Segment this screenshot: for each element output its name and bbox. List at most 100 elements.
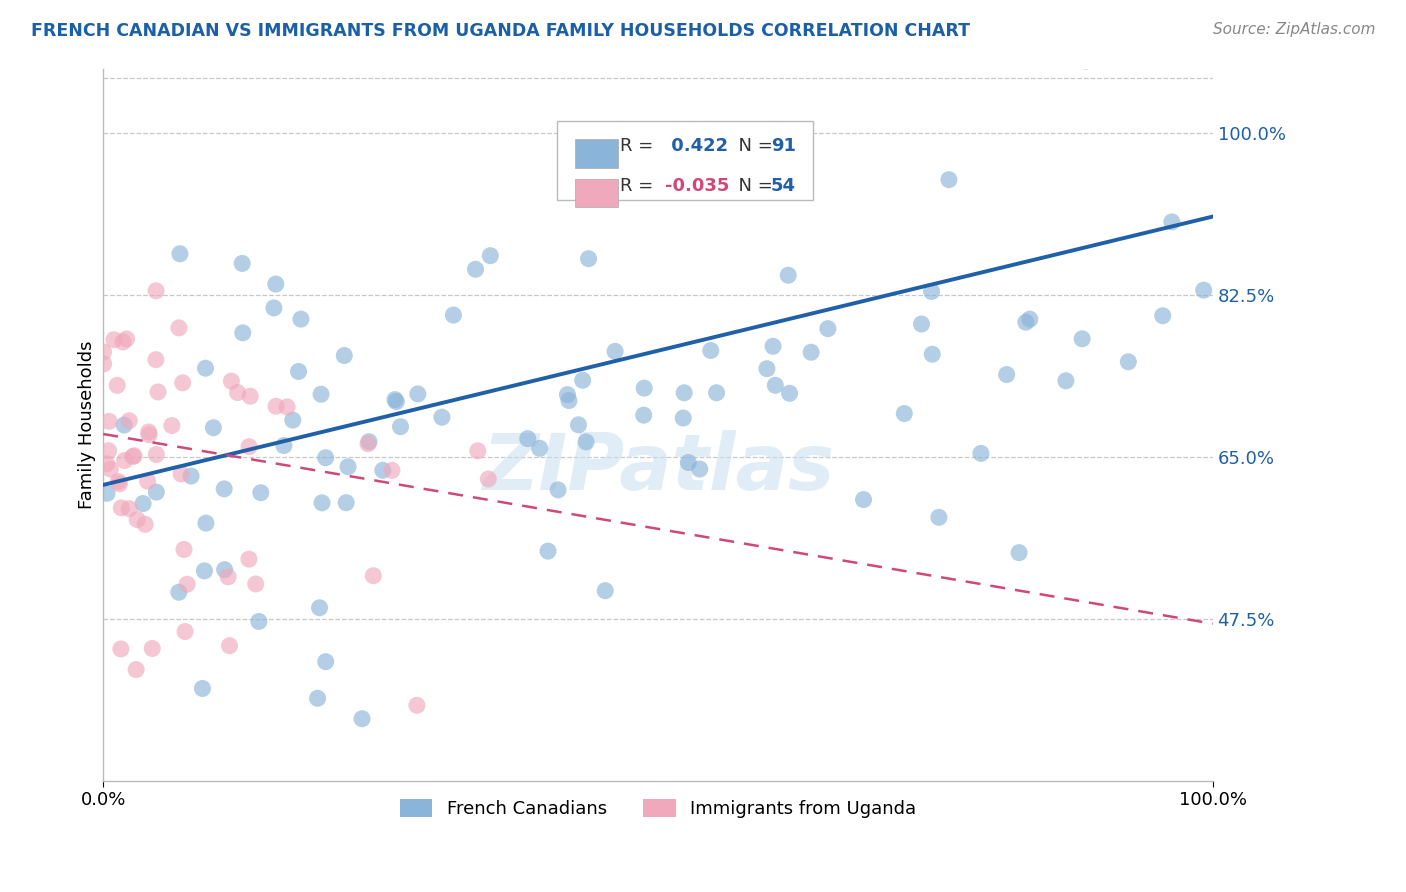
Point [276,400,298,414]
Point [852,492,875,507]
Point [357,434,380,449]
Text: 54: 54 [770,177,796,194]
Point [170,467,193,481]
Point [174,624,197,639]
Point [335,496,357,510]
Point [217,570,239,584]
Point [1074,54,1097,68]
Point [406,698,429,713]
Point [202,420,225,434]
Point [172,376,194,390]
Point [673,385,696,400]
Point [145,448,167,462]
Point [111,334,134,349]
Point [430,410,453,425]
Point [311,496,333,510]
Legend: French Canadians, Immigrants from Uganda: French Canadians, Immigrants from Uganda [392,791,924,825]
Point [176,577,198,591]
Text: R =: R = [620,137,659,155]
Point [1152,309,1174,323]
Point [1018,312,1040,326]
Point [575,434,598,449]
Point [762,339,785,353]
Point [1192,283,1215,297]
Text: -0.035: -0.035 [665,177,730,194]
Point [114,453,136,467]
Point [700,343,723,358]
Point [212,482,235,496]
Point [567,417,589,432]
Point [529,442,551,456]
Point [778,268,800,283]
Point [384,392,406,407]
Point [389,419,412,434]
Point [307,691,329,706]
Point [180,469,202,483]
Point [118,501,141,516]
Point [337,459,360,474]
Point [730,12,752,27]
Point [315,450,337,465]
Point [264,277,287,291]
Text: N =: N = [727,137,779,155]
Point [763,378,786,392]
Point [558,393,581,408]
Point [441,308,464,322]
Point [571,373,593,387]
Point [1071,332,1094,346]
Point [672,411,695,425]
Point [160,418,183,433]
Point [194,516,217,530]
Text: 0.422: 0.422 [665,137,728,155]
Point [110,500,132,515]
Point [464,262,486,277]
Point [169,247,191,261]
Point [167,585,190,599]
Point [755,361,778,376]
Point [406,387,429,401]
Point [263,301,285,315]
Point [238,552,260,566]
Point [678,455,700,469]
Point [817,321,839,335]
Point [136,474,159,488]
Point [191,681,214,696]
Point [93,357,115,371]
Point [103,333,125,347]
Point [689,462,711,476]
Point [287,364,309,378]
Point [110,641,132,656]
Point [273,439,295,453]
Point [467,443,489,458]
Text: ZIPatlas: ZIPatlas [482,430,834,506]
Point [134,517,156,532]
Point [537,544,560,558]
Point [995,368,1018,382]
Point [221,374,243,388]
Point [1015,315,1038,329]
Point [921,347,943,361]
Point [105,378,128,392]
Point [239,389,262,403]
Point [146,384,169,399]
Point [309,387,332,401]
Point [145,485,167,500]
Point [122,449,145,463]
Text: Source: ZipAtlas.com: Source: ZipAtlas.com [1212,22,1375,37]
Point [1160,215,1182,229]
Point [145,352,167,367]
Point [226,385,249,400]
Point [308,600,330,615]
Point [593,583,616,598]
Point [98,414,121,428]
Point [290,312,312,326]
Point [118,414,141,428]
Point [281,413,304,427]
Point [357,437,380,451]
Point [97,443,120,458]
Point [557,387,579,401]
Point [633,381,655,395]
Point [127,512,149,526]
Point [1118,355,1140,369]
Point [152,824,174,838]
